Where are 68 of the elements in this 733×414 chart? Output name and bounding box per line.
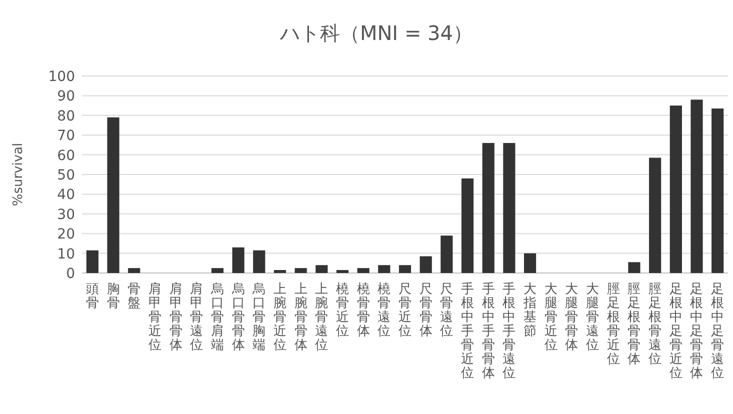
bar — [378, 265, 390, 273]
x-tick-label: 橈骨遠位 — [378, 282, 391, 339]
y-tick-label: 60 — [57, 148, 75, 164]
bar — [524, 253, 536, 273]
x-tick-label: 肩甲骨骨体 — [169, 281, 182, 353]
bar — [712, 108, 724, 273]
x-tick-label: 頭骨 — [86, 282, 99, 311]
x-tick-label: 足根中足骨骨体 — [690, 282, 704, 381]
bar — [649, 158, 662, 273]
x-tick-label: 大腿骨近位 — [544, 282, 558, 353]
bar — [253, 250, 266, 273]
bar — [482, 142, 494, 273]
x-tick-label: 上腕骨遠位 — [315, 282, 328, 353]
bar — [670, 106, 682, 273]
x-tick-label: 橈骨近位 — [336, 282, 349, 339]
bar — [86, 250, 98, 273]
y-tick-label: 50 — [57, 168, 75, 184]
x-tick-label: 足根中足骨近位 — [669, 282, 682, 381]
y-axis-title: %survival — [11, 142, 26, 206]
bar — [440, 236, 453, 273]
y-tick-label: 0 — [66, 266, 75, 282]
y-tick-label: 40 — [57, 187, 75, 204]
x-tick-label: 骨盤 — [128, 282, 141, 311]
bar — [316, 265, 328, 273]
bar — [398, 265, 412, 273]
x-tick-label: 肩甲骨近位 — [148, 281, 162, 353]
x-tick-label: 尺骨遠位 — [440, 282, 454, 339]
chart-title: ハト科（MNI = 34） — [278, 21, 474, 45]
bar — [357, 268, 370, 273]
x-tick-label: 手根中手骨遠位 — [502, 282, 516, 381]
bar — [211, 268, 224, 273]
x-tick-label: 大腿骨遠位 — [586, 282, 600, 353]
y-tick-label: 10 — [57, 246, 75, 262]
bar — [690, 100, 703, 273]
bar — [294, 268, 307, 273]
x-tick-label: 手根中手骨近位 — [461, 282, 474, 381]
bar — [232, 247, 244, 273]
x-tick-label: 手根中手骨骨体 — [482, 282, 495, 381]
x-tick-label: 大指基節 — [522, 282, 537, 339]
x-tick-label: 脛足根骨遠位 — [648, 282, 662, 367]
y-tick-label: 80 — [57, 108, 75, 124]
x-tick-label: 上腕骨骨体 — [294, 282, 308, 353]
x-tick-label: 尺骨骨体 — [419, 282, 432, 339]
bar — [503, 142, 516, 273]
x-tick-label: 烏口骨肩端 — [210, 282, 224, 353]
bar — [107, 117, 120, 273]
bar — [461, 178, 474, 273]
x-tick-label: 脛足根骨骨体 — [628, 282, 641, 367]
y-tick-label: 70 — [57, 128, 75, 144]
bar — [128, 268, 140, 273]
x-tick-label: 尺骨近位 — [398, 282, 412, 339]
x-tick-label: 上腕骨近位 — [273, 282, 286, 353]
bar — [628, 262, 640, 273]
bar — [420, 256, 432, 273]
x-tick-label: 橈骨骨体 — [356, 282, 370, 339]
x-tick-label: 肩甲骨遠位 — [190, 281, 204, 353]
x-tick-label: 烏口骨骨体 — [230, 282, 245, 353]
x-tick-label: 胸骨 — [106, 282, 120, 311]
y-tick-label: 20 — [57, 226, 75, 243]
y-tick-label: 90 — [57, 88, 75, 105]
bar — [274, 270, 286, 273]
x-tick-label: 烏口骨胸端 — [252, 282, 266, 353]
x-tick-label: 脛足根骨近位 — [606, 282, 620, 367]
bar — [336, 270, 349, 273]
y-tick-label: 100 — [48, 69, 75, 85]
x-tick-label: 大腿骨骨体 — [565, 282, 578, 353]
x-tick-label: 足根中足骨遠位 — [711, 282, 724, 381]
y-tick-label: 30 — [57, 206, 75, 223]
